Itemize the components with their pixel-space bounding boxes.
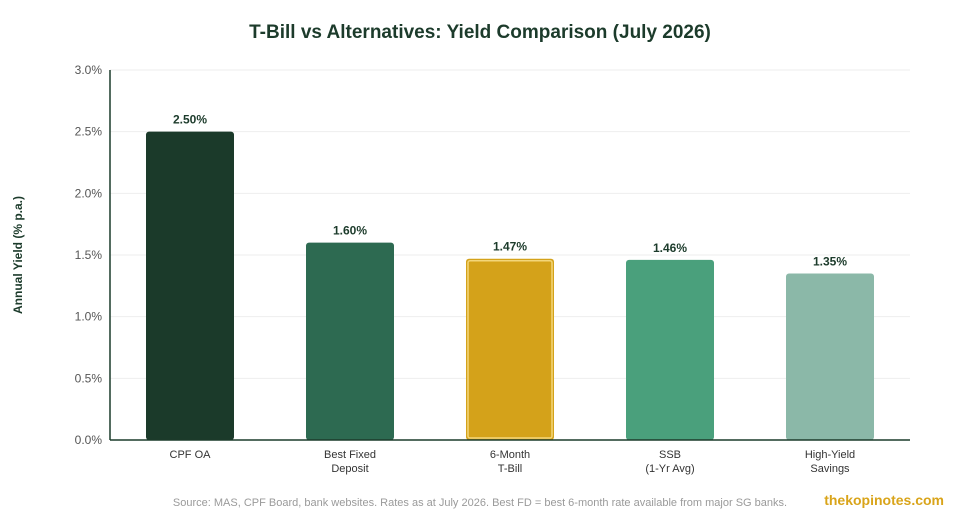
- value-label: 1.60%: [333, 224, 367, 238]
- y-tick-label: 0.0%: [75, 433, 103, 447]
- y-tick-label: 3.0%: [75, 63, 103, 77]
- x-tick-label: SSB: [659, 449, 681, 461]
- x-tick-label: CPF OA: [170, 449, 212, 461]
- x-tick-label: (1-Yr Avg): [645, 463, 694, 475]
- brand-watermark: thekopinotes.com: [824, 492, 944, 508]
- y-axis-ticks: 0.0% 0.5% 1.0% 1.5% 2.0% 2.5% 3.0%: [75, 63, 103, 447]
- bar: [466, 258, 554, 440]
- y-tick-label: 2.5%: [75, 125, 103, 139]
- bar-highlight-border: [467, 259, 553, 439]
- y-tick-label: 2.0%: [75, 186, 103, 200]
- x-tick-label: High-Yield: [805, 449, 855, 461]
- x-tick-label: Savings: [810, 463, 850, 475]
- source-note: Source: MAS, CPF Board, bank websites. R…: [172, 497, 788, 509]
- bars: [146, 131, 874, 440]
- y-axis-label: Annual Yield (% p.a.): [11, 196, 25, 314]
- x-tick-label: Best Fixed: [324, 449, 376, 461]
- bar: [786, 273, 874, 440]
- value-label: 1.47%: [493, 240, 527, 254]
- y-tick-label: 0.5%: [75, 371, 103, 385]
- value-label: 2.50%: [173, 113, 207, 127]
- value-label: 1.46%: [653, 241, 687, 255]
- bar: [306, 242, 394, 440]
- x-tick-label: T-Bill: [498, 463, 522, 475]
- y-tick-label: 1.5%: [75, 248, 103, 262]
- value-labels: 2.50% 1.60% 1.47% 1.46% 1.35%: [173, 113, 847, 269]
- bar: [626, 259, 714, 440]
- x-tick-label: 6-Month: [490, 449, 530, 461]
- y-tick-label: 1.0%: [75, 310, 103, 324]
- x-tick-label: Deposit: [331, 463, 368, 475]
- x-axis-ticks: CPF OA Best Fixed Deposit 6-Month T-Bill SSB (…: [170, 449, 856, 475]
- chart-title: T-Bill vs Alternatives: Yield Comparison…: [249, 22, 711, 43]
- bar: [146, 131, 234, 440]
- value-label: 1.35%: [813, 255, 847, 269]
